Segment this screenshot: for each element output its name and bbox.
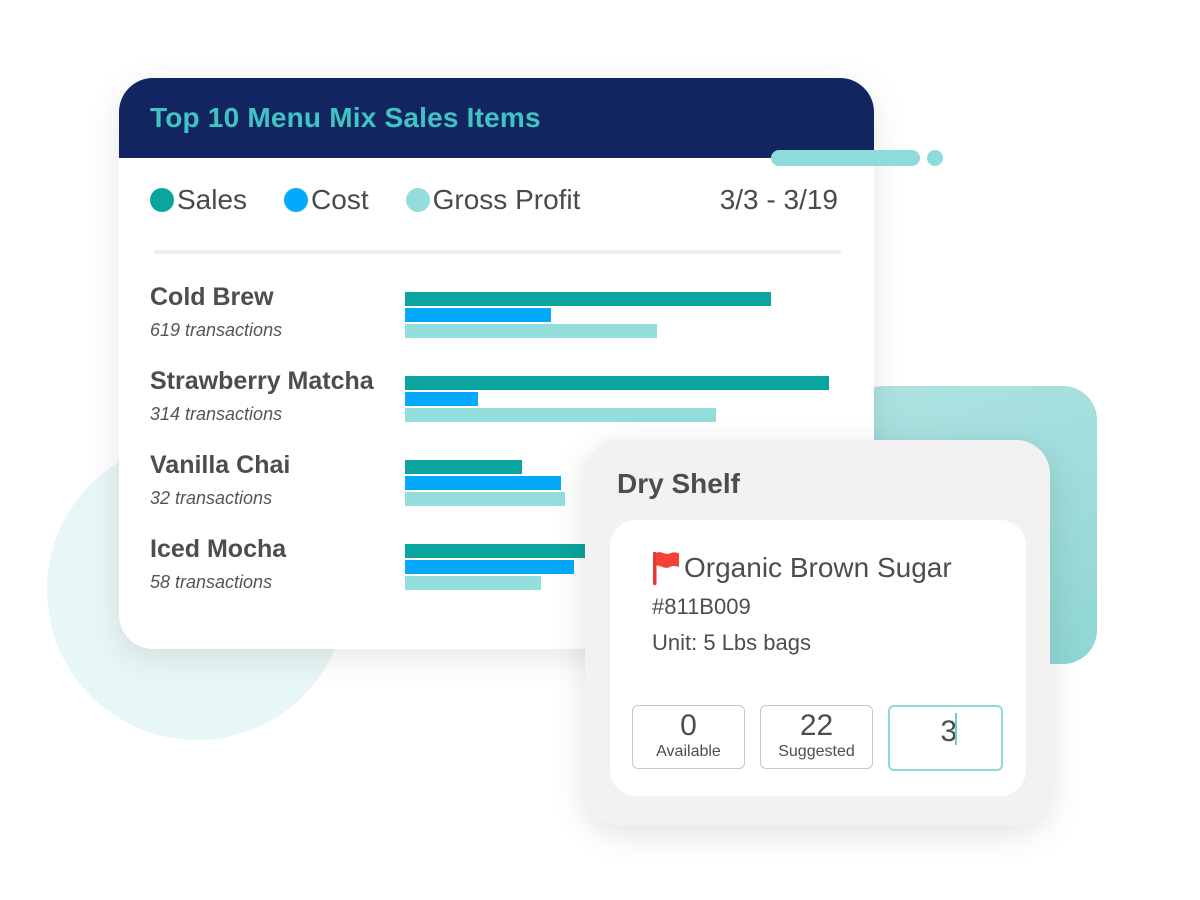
decorative-pill bbox=[771, 150, 920, 166]
product-code: #811B009 bbox=[652, 594, 751, 619]
product-card: Organic Brown Sugar #811B009 Unit: 5 Lbs… bbox=[610, 520, 1026, 796]
chart-row: Iced Mocha 58 transactions bbox=[150, 535, 874, 599]
item-name: Vanilla Chai bbox=[150, 451, 291, 479]
dry-shelf-card: Dry Shelf Organic Brown Sugar #811B009 U… bbox=[585, 440, 1050, 825]
available-value: 0 bbox=[680, 709, 697, 742]
product-name: Organic Brown Sugar bbox=[684, 552, 952, 583]
divider bbox=[154, 250, 841, 254]
cost-bar bbox=[405, 392, 478, 406]
legend-label: Sales bbox=[177, 184, 248, 215]
sales-bar bbox=[405, 376, 829, 390]
product-header: Organic Brown Sugar bbox=[651, 550, 952, 586]
cost-bar bbox=[405, 308, 551, 322]
order-quantity-input[interactable] bbox=[888, 705, 1003, 771]
product-unit: Unit: 5 Lbs bags bbox=[652, 630, 811, 655]
shelf-title: Dry Shelf bbox=[617, 468, 740, 499]
sales-bar bbox=[405, 292, 771, 306]
item-name: Iced Mocha bbox=[150, 535, 287, 563]
legend-swatch-gross-profit bbox=[405, 188, 430, 212]
item-transactions: 619 transactions bbox=[150, 320, 283, 340]
card-title: Top 10 Menu Mix Sales Items bbox=[150, 102, 541, 133]
legend-item-sales: Sales bbox=[150, 184, 247, 216]
chart-row: Strawberry Matcha 314 transactions bbox=[150, 367, 874, 431]
sales-bar bbox=[405, 544, 585, 558]
legend-label: Cost bbox=[311, 184, 369, 215]
text-caret bbox=[955, 713, 957, 745]
cost-bar bbox=[405, 476, 561, 490]
item-transactions: 32 transactions bbox=[150, 488, 273, 508]
legend-swatch-cost bbox=[284, 188, 309, 212]
decorative-dot bbox=[927, 150, 943, 166]
gross-profit-bar bbox=[405, 324, 657, 338]
chart-row: Cold Brew 619 transactions bbox=[150, 283, 874, 347]
item-transactions: 58 transactions bbox=[150, 572, 273, 592]
legend-label: Gross Profit bbox=[432, 184, 581, 215]
chart-row: Vanilla Chai 32 transactions bbox=[150, 451, 874, 515]
legend-item-cost: Cost bbox=[284, 184, 369, 216]
suggested-value: 22 bbox=[799, 709, 834, 742]
available-box: 0 Available bbox=[632, 705, 745, 769]
item-name: Cold Brew bbox=[150, 283, 274, 311]
chart-legend: Sales Cost Gross Profit 3/3 - 3/19 bbox=[150, 182, 838, 218]
legend-item-gross-profit: Gross Profit bbox=[405, 184, 581, 216]
suggested-label: Suggested bbox=[778, 743, 855, 760]
cost-bar bbox=[405, 560, 574, 574]
gross-profit-bar bbox=[405, 492, 565, 506]
card-header: Top 10 Menu Mix Sales Items bbox=[119, 78, 874, 158]
red-flag-icon bbox=[651, 550, 681, 586]
available-label: Available bbox=[656, 743, 721, 760]
gross-profit-bar bbox=[405, 576, 541, 590]
sales-bar bbox=[405, 460, 522, 474]
date-range: 3/3 - 3/19 bbox=[719, 184, 838, 215]
item-transactions: 314 transactions bbox=[150, 404, 283, 424]
item-name: Strawberry Matcha bbox=[150, 367, 374, 395]
suggested-box: 22 Suggested bbox=[760, 705, 873, 769]
gross-profit-bar bbox=[405, 408, 716, 422]
legend-swatch-sales bbox=[150, 188, 174, 212]
